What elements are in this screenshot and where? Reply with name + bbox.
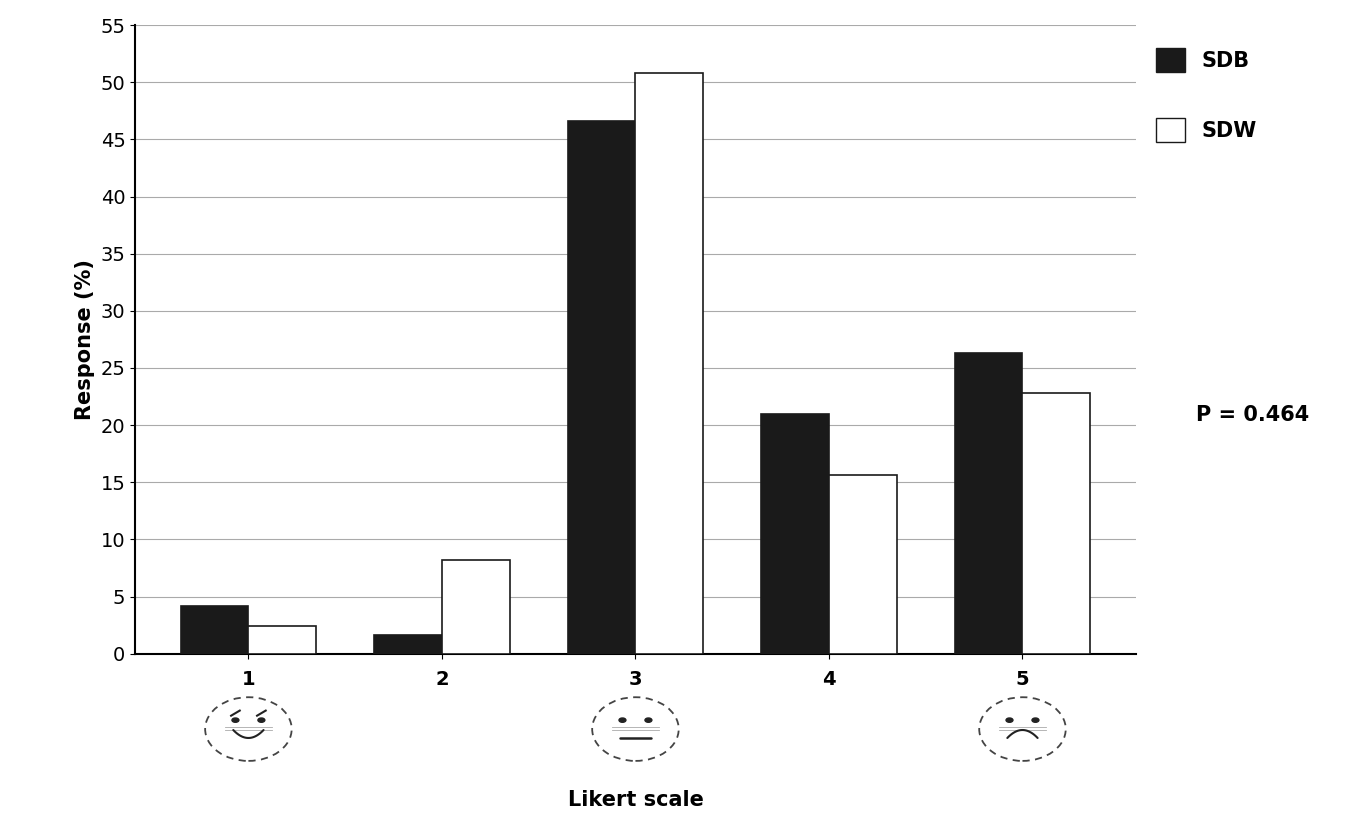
Text: Likert scale: Likert scale [568,790,703,810]
Bar [1022,393,1090,654]
Bar [568,122,635,654]
Bar [955,353,1022,654]
Bar [375,635,442,654]
Text: P = 0.464: P = 0.464 [1195,405,1309,425]
Bar [829,475,896,654]
Legend: SDB, SDW: SDB, SDW [1156,48,1257,142]
Bar [761,414,829,654]
Bar [181,606,249,654]
Bar [635,73,703,654]
Bar [249,626,316,654]
Bar [442,560,510,654]
Y-axis label: Response (%): Response (%) [74,259,95,420]
